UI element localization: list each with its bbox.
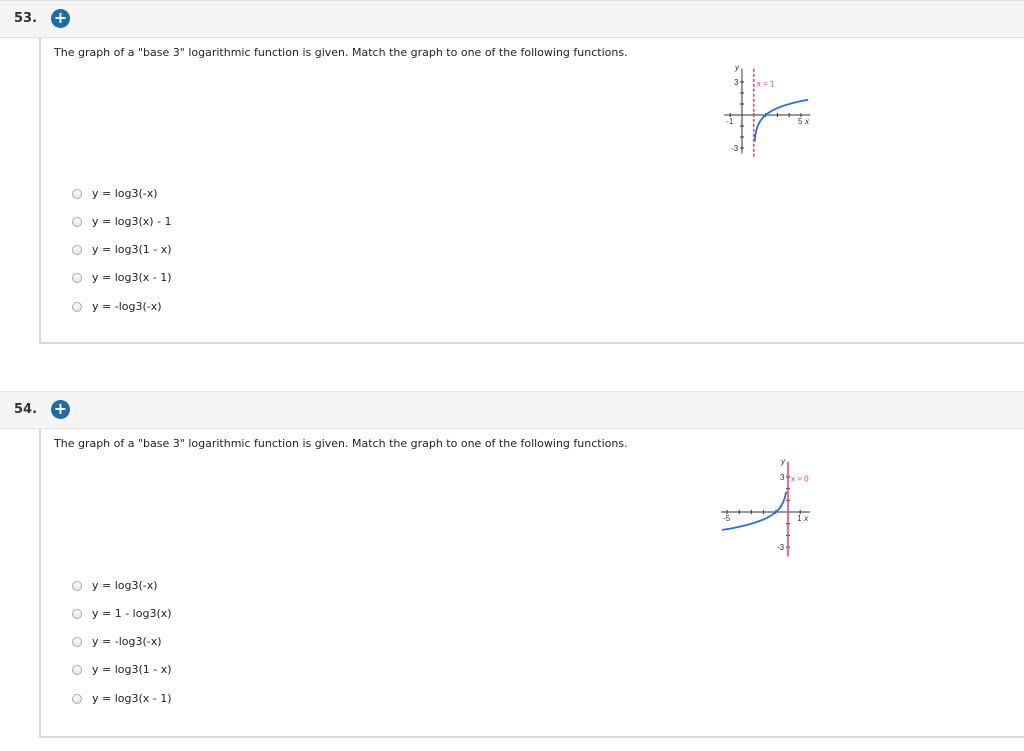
- radio-button[interactable]: [72, 664, 82, 675]
- option-label: y = 1 - log3(x): [92, 607, 172, 620]
- tick-label: 3: [734, 78, 739, 87]
- radio-button[interactable]: [72, 636, 82, 647]
- log-graph: -5 1 3 -3 x y x = 0: [720, 457, 810, 557]
- radio-button[interactable]: [72, 580, 82, 591]
- function-curve: [721, 491, 788, 531]
- tick-label: 1: [797, 514, 802, 523]
- radio-button[interactable]: [72, 608, 82, 619]
- radio-button[interactable]: [72, 693, 82, 704]
- asymptote-label: x = 0: [791, 475, 809, 484]
- log-graph: -1 5 3 -3 x y x = 1: [724, 63, 811, 157]
- tick-label: -3: [777, 543, 785, 552]
- function-curve: [753, 98, 809, 142]
- option-radio[interactable]: y = 1 - log3(x): [72, 607, 172, 620]
- question-number: 53.: [14, 11, 38, 26]
- tick-label: 3: [780, 473, 785, 482]
- radio-button[interactable]: [72, 188, 82, 199]
- plus-circle-icon[interactable]: +: [51, 400, 70, 419]
- y-axis-label: y: [734, 63, 740, 72]
- option-label: y = log3(x - 1): [92, 271, 172, 284]
- tick-label: -1: [726, 117, 734, 126]
- plus-circle-icon[interactable]: +: [51, 9, 70, 28]
- question-prompt: The graph of a "base 3" logarithmic func…: [54, 46, 628, 59]
- tick-label: -3: [731, 144, 739, 153]
- option-label: y = -log3(-x): [92, 300, 162, 313]
- x-axis-label: x: [803, 514, 809, 523]
- tick-label: 5: [798, 117, 803, 126]
- question-header-53: 53. +: [0, 0, 1024, 38]
- option-radio[interactable]: y = log3(1 - x): [72, 243, 172, 256]
- option-label: y = log3(-x): [92, 579, 158, 592]
- option-label: y = -log3(-x): [92, 635, 162, 648]
- asymptote-label: x = 1: [757, 79, 775, 88]
- option-label: y = log3(x - 1): [92, 692, 172, 705]
- option-label: y = log3(1 - x): [92, 243, 172, 256]
- tick-label: -5: [723, 514, 731, 523]
- option-radio[interactable]: y = log3(1 - x): [72, 663, 172, 676]
- option-label: y = log3(x) - 1: [92, 215, 172, 228]
- y-axis-label: y: [780, 457, 786, 466]
- question-header-54: 54. +: [0, 391, 1024, 429]
- option-radio[interactable]: y = log3(x - 1): [72, 271, 172, 284]
- x-axis-label: x: [804, 117, 810, 126]
- question-body-54: The graph of a "base 3" logarithmic func…: [39, 429, 1024, 738]
- question-prompt: The graph of a "base 3" logarithmic func…: [54, 437, 628, 450]
- question-number: 54.: [14, 402, 38, 417]
- option-radio[interactable]: y = log3(x - 1): [72, 692, 172, 705]
- option-radio[interactable]: y = log3(-x): [72, 187, 158, 200]
- radio-button[interactable]: [72, 244, 82, 255]
- option-label: y = log3(1 - x): [92, 663, 172, 676]
- radio-button[interactable]: [72, 301, 82, 312]
- option-radio[interactable]: y = -log3(-x): [72, 300, 162, 313]
- radio-button[interactable]: [72, 216, 82, 227]
- option-label: y = log3(-x): [92, 187, 158, 200]
- option-radio[interactable]: y = -log3(-x): [72, 635, 162, 648]
- option-radio[interactable]: y = log3(x) - 1: [72, 215, 172, 228]
- radio-button[interactable]: [72, 272, 82, 283]
- option-radio[interactable]: y = log3(-x): [72, 579, 158, 592]
- question-body-53: The graph of a "base 3" logarithmic func…: [39, 38, 1024, 344]
